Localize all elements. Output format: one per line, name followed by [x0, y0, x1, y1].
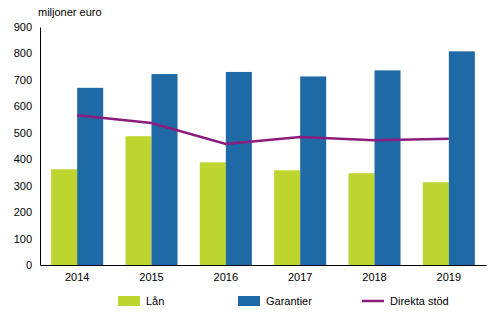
- legend-swatch: [362, 300, 384, 303]
- y-tick: 0: [26, 259, 40, 271]
- line: [77, 115, 449, 144]
- bar: [77, 88, 103, 265]
- legend-swatch: [238, 296, 260, 306]
- bar: [226, 72, 252, 265]
- x-tick-label: 2015: [139, 271, 163, 283]
- bar: [348, 173, 374, 265]
- bar-series: [77, 51, 475, 265]
- x-tick: 2014: [65, 265, 89, 283]
- x-tick-label: 2014: [65, 271, 89, 283]
- y-tick-label: 500: [14, 127, 32, 139]
- x-tick: 2016: [214, 265, 238, 283]
- legend-item: Garantier: [238, 295, 312, 307]
- x-tick: 2019: [437, 265, 461, 283]
- y-axis-line: [40, 28, 41, 266]
- y-tick: 400: [14, 153, 40, 165]
- y-tick: 100: [14, 233, 40, 245]
- chart: 0 100 200 300 400 500 600 700 800 900 2014 2015 2016…: [0, 0, 491, 321]
- x-tick-label: 2016: [214, 271, 238, 283]
- y-tick-label: 200: [14, 206, 32, 218]
- y-axis: 0 100 200 300 400 500 600 700 800 900: [14, 21, 41, 271]
- y-tick-label: 400: [14, 153, 32, 165]
- x-tick: 2015: [139, 265, 163, 283]
- x-tick: 2018: [362, 265, 386, 283]
- bar: [375, 70, 401, 265]
- bar: [152, 74, 178, 265]
- legend-label: Direkta stöd: [390, 295, 449, 307]
- y-tick-label: 800: [14, 47, 32, 59]
- y-tick-label: 900: [14, 21, 32, 33]
- y-tick-label: 600: [14, 100, 32, 112]
- bar: [200, 162, 226, 265]
- legend-label: Lån: [146, 295, 164, 307]
- x-tick-label: 2018: [362, 271, 386, 283]
- legend-swatch: [118, 296, 140, 306]
- y-tick-label: 0: [26, 259, 32, 271]
- x-tick-label: 2017: [288, 271, 312, 283]
- legend-item: Direkta stöd: [362, 295, 449, 307]
- bar: [274, 170, 300, 265]
- x-axis-line: [41, 265, 487, 266]
- bar: [300, 76, 326, 265]
- bar: [423, 182, 449, 265]
- y-tick: 200: [14, 206, 40, 218]
- y-tick: 700: [14, 74, 40, 86]
- y-tick: 600: [14, 100, 40, 112]
- y-tick: 800: [14, 47, 40, 59]
- legend-item: Lån: [118, 295, 164, 307]
- y-tick: 300: [14, 180, 40, 192]
- x-axis: 2014 2015 2016 2017 2018 2019: [41, 265, 487, 283]
- x-tick: 2017: [288, 265, 312, 283]
- bar: [449, 51, 475, 265]
- legend: Lån Garantier Direkta stöd: [118, 295, 449, 307]
- bar: [125, 136, 151, 265]
- y-tick: 500: [14, 127, 40, 139]
- y-axis-title: miljoner euro: [38, 6, 102, 18]
- y-tick-label: 100: [14, 233, 32, 245]
- plot-area: [51, 51, 475, 265]
- x-tick-label: 2019: [437, 271, 461, 283]
- y-tick-label: 700: [14, 74, 32, 86]
- y-tick-label: 300: [14, 180, 32, 192]
- y-tick: 900: [14, 21, 40, 33]
- bar: [51, 169, 77, 265]
- legend-label: Garantier: [266, 295, 312, 307]
